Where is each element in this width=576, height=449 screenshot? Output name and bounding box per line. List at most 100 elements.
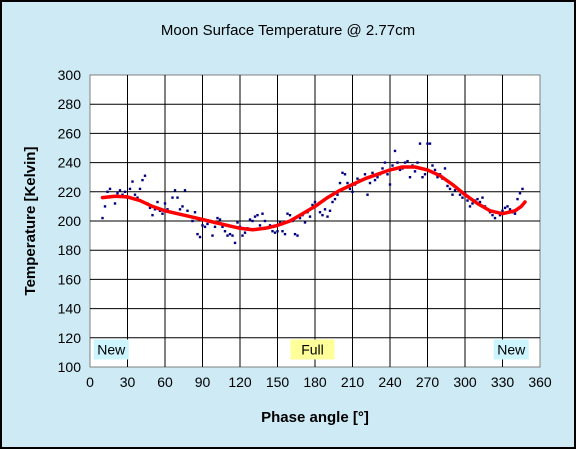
data-point — [128, 187, 132, 191]
annotation-box — [493, 339, 529, 360]
y-tick-label: 200 — [58, 213, 82, 229]
data-point — [213, 225, 217, 229]
x-tick-label: 240 — [378, 374, 402, 390]
y-tick-label: 260 — [58, 125, 82, 141]
x-tick-labels: 0 30 60 90 120 150 180 210 240 270 300 330 360 — [86, 374, 552, 390]
data-point — [451, 193, 454, 196]
data-point — [198, 235, 202, 239]
y-tick-label: 100 — [58, 359, 82, 375]
data-point — [263, 219, 267, 223]
data-point — [506, 205, 509, 208]
data-point — [518, 192, 522, 195]
data-point — [256, 213, 259, 217]
data-point — [436, 176, 439, 179]
x-tick-label: 270 — [416, 374, 440, 390]
data-point — [271, 230, 274, 233]
x-axis-title: Phase angle [°] — [261, 409, 369, 426]
data-point — [106, 190, 109, 193]
data-point — [328, 209, 332, 212]
data-point — [418, 142, 422, 145]
data-point — [138, 187, 142, 191]
data-point — [363, 173, 367, 176]
data-point — [123, 190, 127, 193]
data-point — [448, 187, 452, 191]
x-tick-label: 210 — [341, 374, 365, 390]
data-point — [118, 189, 122, 192]
data-point — [491, 213, 494, 217]
data-point — [286, 212, 289, 215]
data-point — [121, 193, 124, 196]
data-point — [116, 192, 119, 195]
data-point — [108, 187, 112, 191]
data-point — [133, 193, 137, 196]
data-point — [423, 173, 427, 176]
data-point — [258, 224, 262, 227]
data-point — [443, 167, 447, 170]
data-point — [313, 200, 317, 204]
data-point — [236, 221, 239, 224]
x-tick-label: 120 — [228, 374, 252, 390]
annotation-label: Full — [301, 341, 324, 357]
data-point — [321, 213, 324, 217]
data-point — [261, 212, 264, 215]
data-point — [273, 231, 277, 234]
data-point — [446, 184, 449, 188]
data-point — [113, 202, 117, 205]
data-point — [171, 196, 174, 199]
data-point — [231, 234, 234, 237]
data-point — [201, 224, 204, 227]
data-point — [481, 196, 484, 199]
y-tick-label: 180 — [58, 242, 82, 258]
annotation-box — [93, 339, 129, 360]
data-point — [318, 211, 322, 214]
data-point — [311, 203, 314, 207]
data-point — [428, 142, 432, 145]
data-point — [393, 149, 397, 153]
data-point — [396, 161, 399, 164]
data-point — [218, 218, 222, 221]
data-point — [356, 177, 359, 180]
data-point — [403, 161, 407, 164]
data-point — [331, 200, 334, 204]
data-point — [513, 212, 517, 215]
data-point — [206, 222, 209, 226]
y-tick-label: 220 — [58, 184, 82, 200]
data-point — [141, 178, 144, 182]
data-point — [406, 159, 409, 163]
data-point — [233, 241, 237, 245]
data-point — [341, 171, 344, 175]
data-point — [243, 231, 247, 234]
y-axis-title: Temperature [Kelvin] — [22, 147, 39, 296]
data-point — [153, 208, 157, 211]
data-point — [508, 208, 512, 211]
data-point — [323, 208, 327, 211]
data-point — [203, 225, 207, 229]
y-tick-label: 280 — [58, 96, 82, 112]
data-point — [136, 196, 139, 199]
data-point — [521, 187, 524, 191]
data-point — [338, 181, 342, 185]
data-point — [453, 189, 457, 192]
data-point — [501, 209, 504, 212]
data-point — [143, 174, 147, 177]
data-point — [333, 197, 337, 201]
data-point — [176, 196, 179, 199]
data-point — [498, 213, 502, 217]
data-point — [391, 164, 394, 167]
data-point — [413, 170, 417, 173]
y-tick-labels: 100 120 140 160 180 200 220 240 260 280 300 — [58, 67, 82, 375]
data-point — [346, 181, 349, 185]
x-tick-label: 330 — [491, 374, 515, 390]
data-point — [131, 180, 134, 183]
annotation-label: New — [97, 341, 126, 357]
x-tick-label: 30 — [120, 374, 136, 390]
data-point — [161, 212, 164, 215]
y-tick-label: 240 — [58, 155, 82, 171]
data-point — [388, 183, 392, 186]
data-point — [383, 161, 387, 164]
data-point — [276, 230, 279, 233]
phase-annotations: New Full New — [93, 339, 529, 360]
data-point — [193, 211, 197, 214]
x-tick-label: 60 — [157, 374, 173, 390]
